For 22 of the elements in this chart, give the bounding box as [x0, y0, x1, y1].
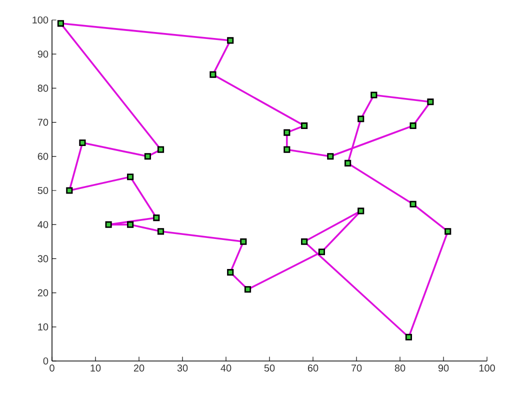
x-tick-label: 50 — [264, 364, 275, 372]
x-tick-label: 20 — [134, 364, 144, 372]
x-tick-label: 40 — [220, 364, 232, 372]
y-tick-label: 60 — [38, 152, 48, 160]
y-tick-label: 50 — [38, 186, 48, 194]
y-tick-label: 0 — [43, 357, 48, 365]
y-tick-label: 70 — [38, 118, 48, 126]
y-tick-label: 10 — [38, 323, 48, 330]
x-tick-label: 10 — [90, 364, 101, 372]
y-tick-label: 20 — [38, 289, 48, 296]
y-tick-label: 90 — [38, 50, 48, 58]
y-tick-label: 30 — [38, 255, 48, 262]
x-tick-label: 60 — [308, 364, 318, 372]
x-tick-label: 90 — [438, 364, 449, 372]
x-tick-label: 0 — [50, 364, 54, 372]
y-tick-label: 100 — [32, 16, 48, 24]
x-tick-label: 30 — [177, 364, 188, 372]
x-tick-label: 80 — [394, 364, 406, 372]
x-tick-label: 70 — [351, 364, 362, 372]
y-tick-label: 40 — [38, 221, 48, 228]
y-tick-label: 80 — [38, 84, 48, 92]
x-tick-label: 100 — [479, 364, 495, 372]
